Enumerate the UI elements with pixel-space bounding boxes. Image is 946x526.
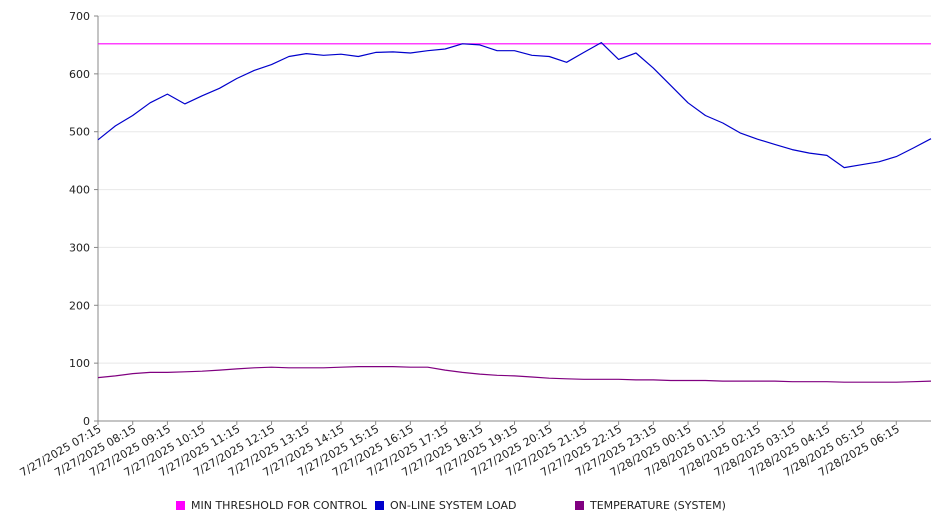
legend-swatch-system-load bbox=[375, 501, 384, 510]
legend-label-system-load: ON-LINE SYSTEM LOAD bbox=[390, 499, 517, 512]
y-tick-label: 300 bbox=[69, 241, 90, 254]
x-axis-ticks: 7/27/2025 07:157/27/2025 08:157/27/2025 … bbox=[18, 421, 902, 479]
y-tick-label: 100 bbox=[69, 357, 90, 370]
y-tick-label: 0 bbox=[83, 415, 90, 428]
axes bbox=[97, 16, 931, 422]
legend-item-system-load[interactable]: ON-LINE SYSTEM LOAD bbox=[375, 499, 516, 512]
gridlines bbox=[98, 15, 931, 364]
y-tick-label: 700 bbox=[69, 10, 90, 23]
legend-item-temperature[interactable]: TEMPERATURE (SYSTEM) bbox=[575, 499, 726, 512]
y-axis-ticks: 0 100 200 300 400 500 600 700 bbox=[69, 10, 98, 428]
series-lines bbox=[97, 41, 932, 383]
legend-swatch-min-threshold bbox=[176, 501, 185, 510]
y-tick-label: 600 bbox=[69, 68, 90, 81]
y-tick-label: 500 bbox=[69, 126, 90, 139]
legend: MIN THRESHOLD FOR CONTROL ON-LINE SYSTEM… bbox=[176, 499, 916, 513]
y-tick-label: 400 bbox=[69, 184, 90, 197]
y-tick-label: 200 bbox=[69, 299, 90, 312]
series-line-temperature bbox=[97, 366, 932, 383]
series-line-system-load bbox=[97, 41, 932, 169]
legend-item-min-threshold[interactable]: MIN THRESHOLD FOR CONTROL bbox=[176, 499, 367, 512]
legend-swatch-temperature bbox=[575, 501, 584, 510]
legend-label-temperature: TEMPERATURE (SYSTEM) bbox=[590, 499, 726, 512]
legend-label-min-threshold: MIN THRESHOLD FOR CONTROL bbox=[191, 499, 367, 512]
